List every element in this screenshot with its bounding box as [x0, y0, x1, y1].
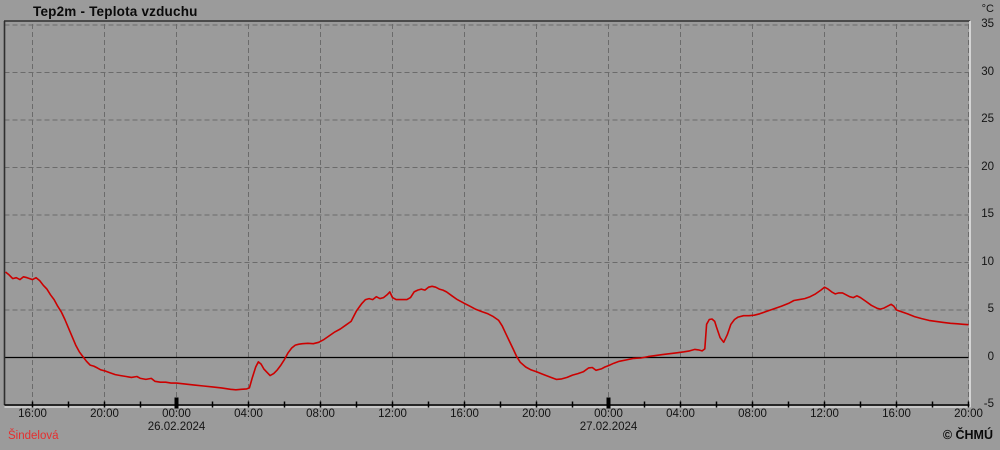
y-axis-unit-label: °C: [981, 3, 994, 15]
x-axis-tick-label: 12:00: [810, 408, 839, 420]
x-axis-tick-label: 16:00: [882, 408, 911, 420]
x-axis-tick-label: 04:00: [666, 408, 695, 420]
x-axis-tick-label: 16:00: [450, 408, 479, 420]
x-axis-tick-label: 00:00: [162, 408, 191, 420]
x-axis-tick-label: 04:00: [234, 408, 263, 420]
x-axis-tick-label: 12:00: [378, 408, 407, 420]
y-axis-tick-label: 25: [981, 113, 994, 125]
y-axis-tick-label: 10: [981, 255, 994, 268]
x-axis-date-label: 26.02.2024: [147, 421, 206, 433]
y-axis-tick-label: 15: [981, 208, 994, 220]
y-axis-tick-label: -5: [983, 398, 994, 410]
x-axis-tick-label: 20:00: [522, 408, 551, 420]
y-axis-tick-label: 30: [981, 65, 994, 78]
y-axis-tick-label: 5: [987, 303, 994, 315]
y-axis-tick-label: 35: [981, 18, 994, 30]
x-axis-date-label: 27.02.2024: [579, 421, 638, 433]
x-axis-tick-label: 16:00: [18, 408, 47, 420]
x-axis-tick-label: 08:00: [738, 408, 767, 420]
midnight-tick: [606, 397, 611, 409]
temperature-series-line: [4, 271, 969, 391]
midnight-tick: [174, 397, 179, 409]
x-axis-tick-label: 20:00: [90, 408, 119, 420]
y-axis-tick-label: 0: [987, 350, 994, 363]
station-label: Šindelová: [8, 430, 59, 442]
x-axis-tick-label: 00:00: [594, 408, 623, 420]
x-axis-tick-label: 20:00: [954, 408, 983, 420]
y-axis-tick-label: 20: [981, 160, 994, 173]
chart-title: Tep2m - Teplota vzduchu: [33, 4, 198, 19]
x-axis-tick-label: 08:00: [306, 408, 335, 420]
copyright-label: © ČHMÚ: [942, 428, 993, 442]
